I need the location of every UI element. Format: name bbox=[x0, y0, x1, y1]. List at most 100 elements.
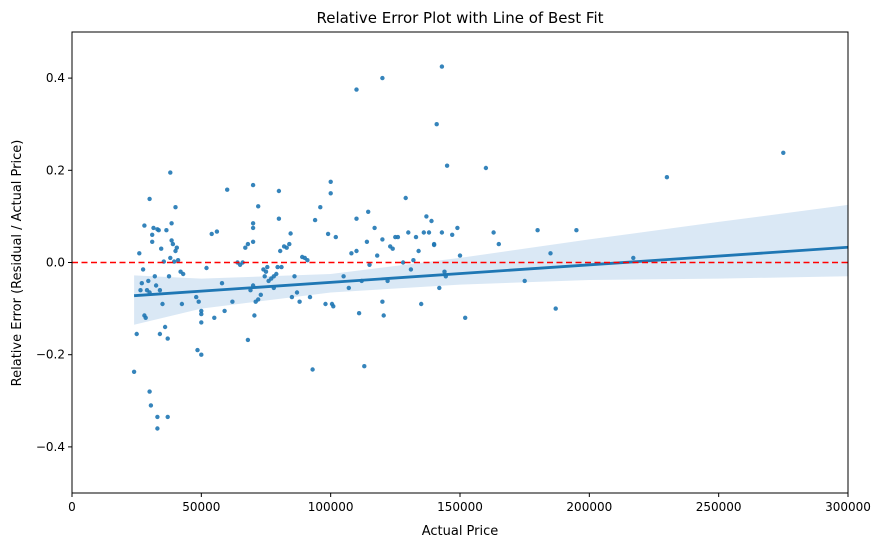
data-point-108 bbox=[323, 301, 328, 307]
data-point-77 bbox=[256, 204, 261, 209]
data-point-143 bbox=[413, 234, 419, 240]
data-point-156 bbox=[442, 269, 447, 274]
data-point-146 bbox=[421, 230, 426, 235]
data-point-59 bbox=[222, 308, 227, 314]
data-point-147 bbox=[424, 214, 429, 219]
data-point-125 bbox=[366, 209, 371, 214]
data-point-4 bbox=[139, 281, 144, 286]
data-point-45 bbox=[179, 301, 185, 307]
data-point-19 bbox=[153, 283, 159, 288]
data-point-80 bbox=[262, 274, 267, 279]
data-point-90 bbox=[276, 216, 282, 221]
data-point-42 bbox=[174, 245, 179, 250]
data-point-51 bbox=[199, 320, 204, 325]
data-point-132 bbox=[381, 313, 386, 318]
data-point-107 bbox=[318, 205, 323, 210]
data-point-105 bbox=[310, 367, 315, 372]
data-point-138 bbox=[400, 260, 406, 265]
data-point-117 bbox=[349, 251, 354, 256]
x-tick-label-2: 100000 bbox=[308, 500, 354, 514]
data-point-111 bbox=[328, 191, 333, 196]
data-point-98 bbox=[292, 274, 297, 279]
data-point-153 bbox=[437, 285, 442, 291]
data-point-131 bbox=[380, 299, 385, 304]
data-point-50 bbox=[199, 352, 204, 357]
data-point-119 bbox=[354, 216, 359, 221]
data-point-3 bbox=[138, 288, 143, 293]
data-point-91 bbox=[278, 248, 283, 254]
data-point-43 bbox=[175, 258, 181, 263]
x-axis-label: Actual Price bbox=[422, 524, 499, 539]
data-point-74 bbox=[252, 313, 257, 318]
data-point-20 bbox=[155, 426, 160, 431]
data-point-87 bbox=[274, 271, 279, 277]
data-point-127 bbox=[372, 225, 377, 231]
y-tick-label-2: 0.0 bbox=[46, 256, 65, 270]
data-point-163 bbox=[483, 165, 489, 171]
data-point-89 bbox=[276, 188, 282, 194]
data-point-0 bbox=[131, 369, 137, 374]
x-tick-label-3: 150000 bbox=[437, 500, 483, 514]
data-point-160 bbox=[455, 225, 460, 231]
confidence-band bbox=[134, 204, 849, 325]
data-point-152 bbox=[434, 122, 439, 127]
y-tick-label-4: 0.4 bbox=[46, 71, 65, 85]
data-point-11 bbox=[147, 196, 152, 202]
data-point-60 bbox=[225, 187, 230, 192]
y-tick-label-1: −0.2 bbox=[36, 348, 65, 362]
data-point-47 bbox=[194, 294, 199, 300]
data-point-21 bbox=[155, 414, 160, 420]
data-point-94 bbox=[284, 245, 289, 250]
data-point-155 bbox=[439, 230, 445, 235]
data-point-173 bbox=[781, 150, 786, 155]
data-point-167 bbox=[535, 228, 540, 233]
data-point-97 bbox=[289, 294, 295, 300]
data-point-96 bbox=[288, 231, 293, 236]
data-point-169 bbox=[553, 306, 558, 311]
x-tick-label-5: 250000 bbox=[696, 500, 742, 514]
data-point-149 bbox=[429, 218, 434, 224]
data-point-27 bbox=[160, 301, 165, 307]
data-point-141 bbox=[408, 267, 414, 272]
data-point-36 bbox=[169, 221, 174, 226]
data-point-13 bbox=[148, 403, 154, 408]
data-point-76 bbox=[256, 297, 261, 302]
data-point-64 bbox=[240, 260, 245, 265]
data-point-126 bbox=[367, 262, 372, 267]
data-point-40 bbox=[173, 205, 178, 210]
data-point-114 bbox=[333, 234, 338, 240]
data-point-151 bbox=[431, 241, 437, 247]
data-point-25 bbox=[157, 331, 163, 337]
data-point-26 bbox=[159, 246, 164, 251]
plot-area: 0 50000 100000 150000 200000 250000 300000 −0.4… bbox=[36, 31, 871, 514]
data-point-69 bbox=[250, 182, 256, 188]
data-point-12 bbox=[147, 389, 152, 394]
y-axis-label: Relative Error (Residual / Actual Price) bbox=[10, 140, 25, 387]
data-point-37 bbox=[169, 238, 174, 243]
data-point-31 bbox=[165, 414, 170, 420]
data-point-38 bbox=[170, 241, 176, 247]
data-point-30 bbox=[164, 228, 169, 233]
data-point-23 bbox=[155, 227, 160, 232]
data-point-161 bbox=[457, 253, 463, 258]
data-point-72 bbox=[250, 239, 256, 244]
data-point-137 bbox=[395, 234, 401, 240]
data-point-130 bbox=[380, 237, 385, 242]
data-point-124 bbox=[364, 239, 370, 244]
data-point-52 bbox=[199, 308, 204, 314]
data-point-1 bbox=[134, 331, 139, 337]
data-point-121 bbox=[356, 311, 362, 316]
data-point-35 bbox=[168, 170, 173, 175]
data-point-171 bbox=[631, 255, 636, 261]
data-point-129 bbox=[380, 75, 385, 81]
data-point-113 bbox=[331, 304, 336, 309]
data-point-32 bbox=[165, 336, 170, 341]
data-point-164 bbox=[491, 230, 496, 235]
data-point-154 bbox=[439, 64, 445, 69]
data-point-5 bbox=[140, 267, 146, 272]
data-point-71 bbox=[250, 225, 256, 231]
data-point-15 bbox=[150, 239, 155, 244]
data-point-82 bbox=[265, 264, 270, 270]
data-point-144 bbox=[416, 248, 421, 254]
